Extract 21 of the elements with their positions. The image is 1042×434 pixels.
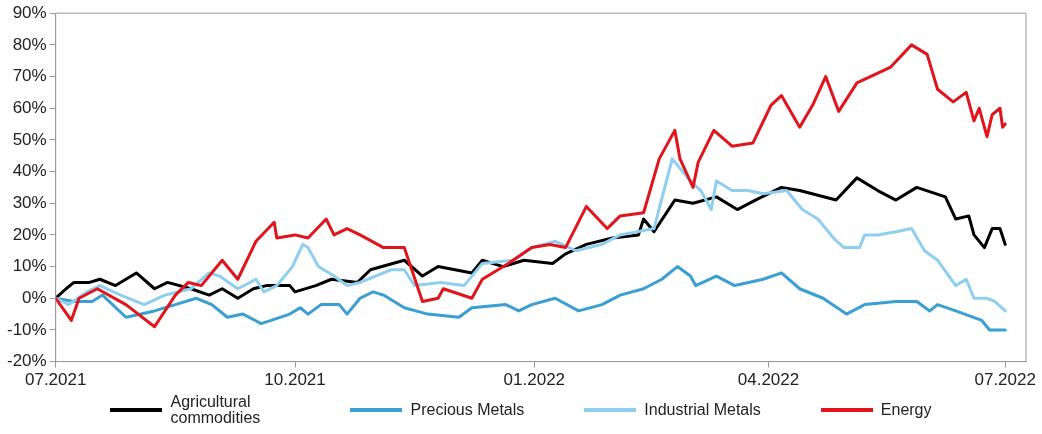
legend-label: Energy — [880, 401, 932, 418]
y-tick-label: 30% — [12, 192, 47, 212]
y-tick-label: 70% — [12, 66, 47, 86]
y-tick-label: 50% — [12, 129, 47, 149]
x-tick-label: 10.2021 — [264, 370, 326, 390]
y-tick-label: -20% — [7, 351, 47, 371]
x-tick-label: 07.2022 — [974, 370, 1036, 390]
x-tick-label: 04.2022 — [737, 370, 800, 390]
legend-label: Precious Metals — [410, 401, 525, 418]
y-tick-label: 60% — [12, 97, 47, 117]
legend-label: Industrial Metals — [644, 401, 761, 418]
y-tick-label: 0% — [22, 287, 47, 307]
x-tick-label: 01.2022 — [503, 370, 566, 390]
y-tick-label: -10% — [7, 319, 47, 339]
y-tick-label: 90% — [12, 2, 47, 22]
x-tick-label: 07.2021 — [24, 370, 87, 390]
y-tick-label: 40% — [12, 161, 47, 181]
legend-label: Agricultural commodities — [170, 393, 262, 426]
y-tick-label: 20% — [12, 224, 47, 244]
y-tick-label: 80% — [12, 34, 47, 54]
y-tick-label: 10% — [12, 256, 47, 276]
